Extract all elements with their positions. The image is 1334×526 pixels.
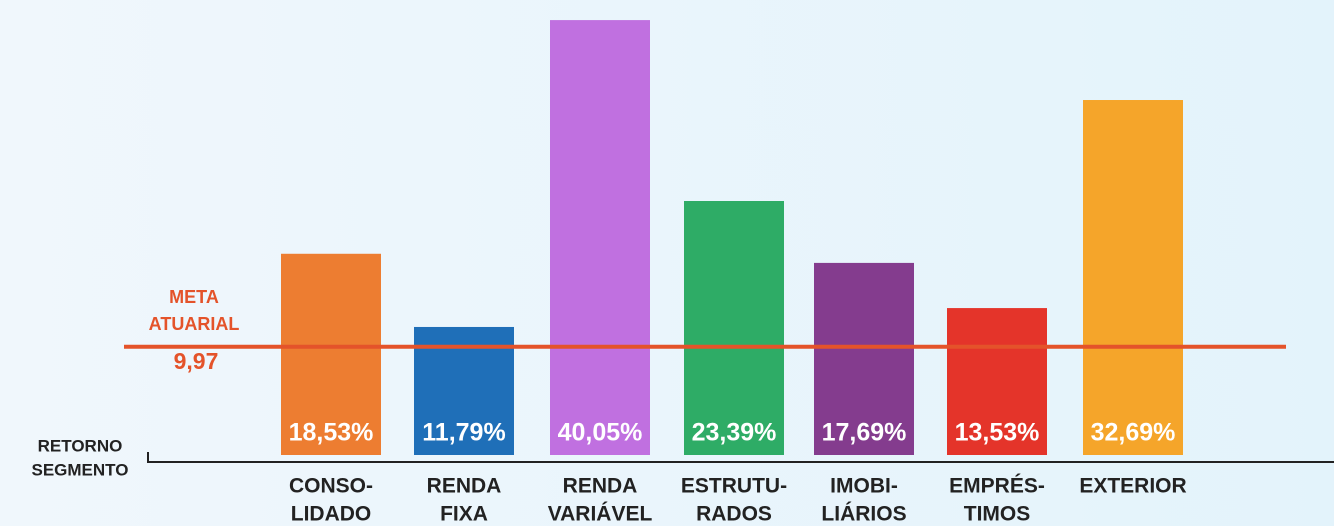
x-tick-label: CONSO- <box>289 475 373 498</box>
x-tick-label: EMPRÉS- <box>949 475 1045 498</box>
x-tick-label: LIDADO <box>291 503 372 526</box>
x-tick-label: FIXA <box>440 503 488 526</box>
bar <box>281 253 381 455</box>
x-tick-label: ESTRUTU- <box>681 475 787 498</box>
value-label: 40,05% <box>558 419 643 447</box>
bar <box>684 201 784 455</box>
x-tick-label: LIÁRIOS <box>821 503 906 526</box>
x-tick-label: TIMOS <box>964 503 1031 526</box>
reference-label: ATUARIAL <box>149 314 240 334</box>
value-label: 13,53% <box>955 419 1040 447</box>
value-label: 17,69% <box>822 419 907 447</box>
value-label: 11,79% <box>422 419 505 447</box>
x-tick-label: RENDA <box>427 475 502 498</box>
bar <box>550 20 650 455</box>
x-tick-label: RENDA <box>563 475 638 498</box>
reference-value: 9,97 <box>174 348 219 374</box>
value-label: 18,53% <box>289 419 374 447</box>
value-label: 23,39% <box>692 419 777 447</box>
x-tick-label: RADOS <box>696 503 772 526</box>
bar <box>947 308 1047 455</box>
x-tick-label: EXTERIOR <box>1079 475 1186 498</box>
axis-label: RETORNO <box>38 436 123 455</box>
value-label: 32,69% <box>1091 419 1176 447</box>
bar <box>814 262 914 455</box>
axis-label: SEGMENTO <box>32 460 129 479</box>
x-tick-label: IMOBI- <box>830 475 898 498</box>
x-tick-label: VARIÁVEL <box>548 503 653 526</box>
bar <box>1083 100 1183 456</box>
reference-label: META <box>169 287 219 307</box>
